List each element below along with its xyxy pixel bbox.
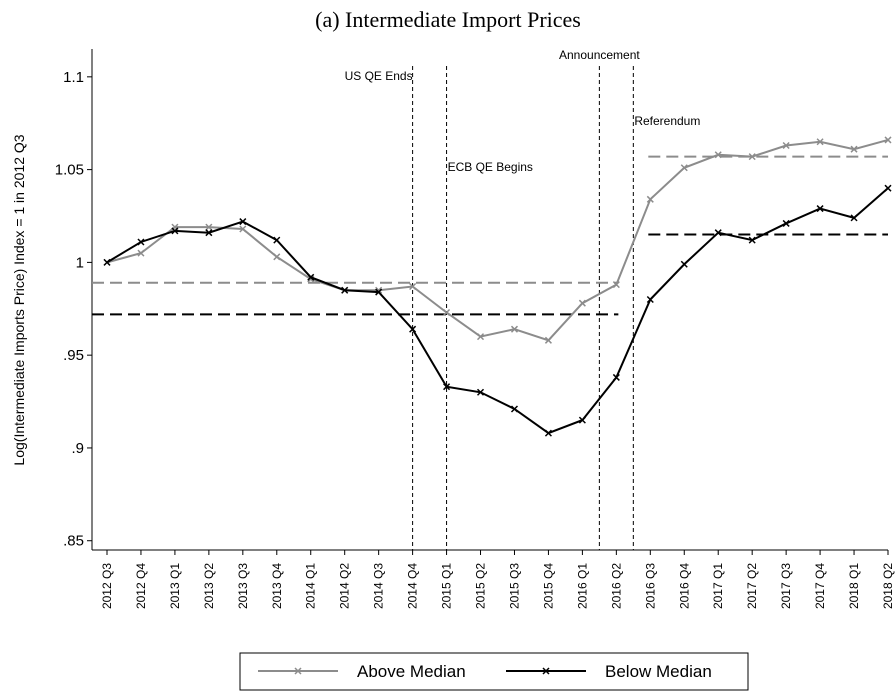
x-tick-label: 2016 Q3 — [643, 563, 657, 609]
marker — [273, 253, 281, 261]
x-tick-label: 2014 Q4 — [406, 563, 420, 609]
x-tick-label: 2015 Q4 — [541, 563, 555, 609]
event-label: Referendum — [634, 114, 700, 128]
y-tick-label: .95 — [63, 347, 84, 364]
series-line — [106, 138, 889, 342]
marker — [239, 218, 247, 226]
x-tick-label: 2016 Q1 — [575, 563, 589, 609]
marker — [680, 260, 688, 268]
x-tick-label: 2012 Q4 — [134, 563, 148, 609]
legend-marker — [294, 667, 302, 675]
marker — [646, 295, 654, 304]
marker — [612, 373, 620, 381]
marker — [714, 151, 722, 159]
marker — [578, 416, 586, 424]
x-tick-label: 2014 Q1 — [304, 563, 318, 609]
marker — [205, 223, 213, 231]
marker — [476, 388, 485, 396]
marker — [239, 225, 247, 233]
legend-label: Below Median — [605, 662, 712, 681]
x-tick-label: 2018 Q1 — [847, 563, 861, 609]
marker — [273, 236, 281, 244]
marker — [103, 258, 111, 266]
marker — [510, 405, 519, 413]
marker — [137, 249, 145, 257]
x-tick-label: 2015 Q2 — [474, 563, 488, 609]
marker — [714, 229, 722, 237]
y-axis-label: Log(Intermediate Imports Price) Index = … — [11, 134, 27, 465]
marker — [884, 136, 892, 144]
marker — [748, 236, 756, 244]
marker — [748, 153, 756, 161]
marker — [612, 281, 620, 289]
marker — [782, 219, 790, 227]
x-tick-label: 2017 Q1 — [711, 563, 725, 609]
y-tick-label: 1.1 — [63, 69, 84, 86]
marker — [476, 333, 485, 341]
x-tick-label: 2017 Q3 — [779, 563, 793, 609]
marker — [782, 141, 790, 150]
y-tick-label: .85 — [63, 533, 84, 550]
series-line — [106, 187, 889, 435]
marker — [307, 273, 315, 281]
x-tick-label: 2016 Q2 — [609, 563, 623, 609]
marker — [850, 145, 858, 153]
event-label: US QE Ends — [345, 69, 413, 83]
marker — [409, 282, 417, 291]
legend-label: Above Median — [357, 662, 466, 681]
marker — [816, 205, 824, 213]
x-tick-label: 2013 Q2 — [202, 563, 216, 609]
x-tick-label: 2016 Q4 — [677, 563, 691, 609]
marker — [443, 383, 451, 391]
event-label: ECB QE Begins — [448, 160, 533, 174]
marker — [578, 299, 586, 307]
marker — [680, 164, 688, 172]
marker — [171, 227, 179, 235]
x-tick-label: 2015 Q1 — [440, 563, 454, 609]
x-tick-label: 2017 Q4 — [813, 563, 827, 609]
marker — [409, 325, 417, 333]
marker — [205, 229, 213, 237]
marker — [544, 336, 552, 344]
x-tick-label: 2013 Q1 — [168, 563, 182, 609]
legend-marker — [542, 667, 550, 675]
x-tick-label: 2018 Q2 — [881, 563, 895, 609]
marker — [816, 138, 824, 146]
marker — [341, 286, 349, 294]
marker — [646, 195, 654, 203]
chart-title: (a) Intermediate Import Prices — [315, 7, 581, 32]
marker — [510, 325, 519, 333]
event-label: Announcement — [559, 48, 640, 62]
marker — [544, 429, 552, 437]
x-tick-label: 2014 Q2 — [338, 563, 352, 609]
y-tick-label: 1 — [76, 254, 84, 271]
x-tick-label: 2017 Q2 — [745, 563, 759, 609]
x-tick-label: 2013 Q4 — [270, 563, 284, 609]
marker — [850, 214, 858, 222]
marker — [137, 238, 145, 246]
x-tick-label: 2012 Q3 — [100, 563, 114, 609]
x-tick-label: 2013 Q3 — [236, 563, 250, 609]
marker — [884, 184, 892, 192]
x-tick-label: 2015 Q3 — [507, 563, 521, 609]
marker — [375, 288, 383, 296]
x-tick-label: 2014 Q3 — [372, 563, 386, 609]
y-tick-label: 1.05 — [55, 162, 84, 179]
y-tick-label: .9 — [71, 440, 84, 457]
marker — [443, 308, 451, 317]
